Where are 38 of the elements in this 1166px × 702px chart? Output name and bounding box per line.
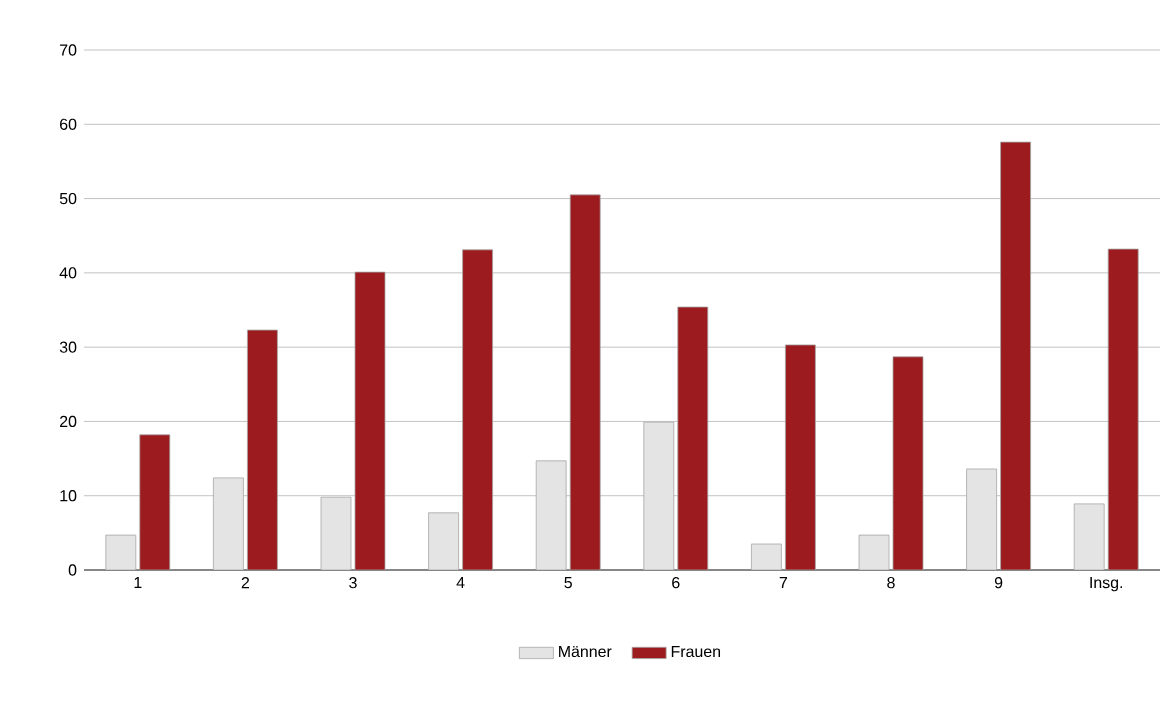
bar [213,477,244,570]
y-tick-label: 50 [59,192,77,205]
x-tick-label: 5 [564,577,572,589]
x-tick-label: 8 [887,577,895,589]
bar [1107,248,1139,570]
legend-label: Frauen [671,645,721,658]
bar [320,496,352,570]
x-tick-label: 7 [779,577,788,589]
y-tick-label: 60 [60,118,77,130]
x-tick-label: Insg. [1090,577,1123,592]
y-tick-label: 10 [60,490,77,502]
bar [105,534,137,570]
x-tick-label: 6 [672,577,680,589]
y-tick-label: 30 [59,341,77,353]
x-tick-label: 4 [456,577,465,589]
x-tick-label: 3 [349,577,357,589]
y-tick-label: 0 [68,564,77,576]
y-tick-label: 20 [60,415,77,428]
y-tick-label: 40 [59,267,77,279]
bar [677,306,709,570]
bar [643,421,675,570]
bar [1073,503,1105,570]
bar [966,468,997,570]
bar [247,329,278,570]
x-tick-label: 2 [241,577,250,589]
y-tick-label: 70 [60,44,77,56]
x-tick-label: 9 [994,577,1003,589]
x-tick-label: 1 [134,577,142,589]
bar [569,194,601,570]
bar [462,249,493,570]
bar [785,344,816,570]
bar [139,434,171,570]
bar [535,460,567,570]
bar [892,356,924,570]
legend-label: Männer [559,645,612,658]
bar [1000,141,1031,570]
bar [354,271,386,570]
bar [428,512,459,570]
